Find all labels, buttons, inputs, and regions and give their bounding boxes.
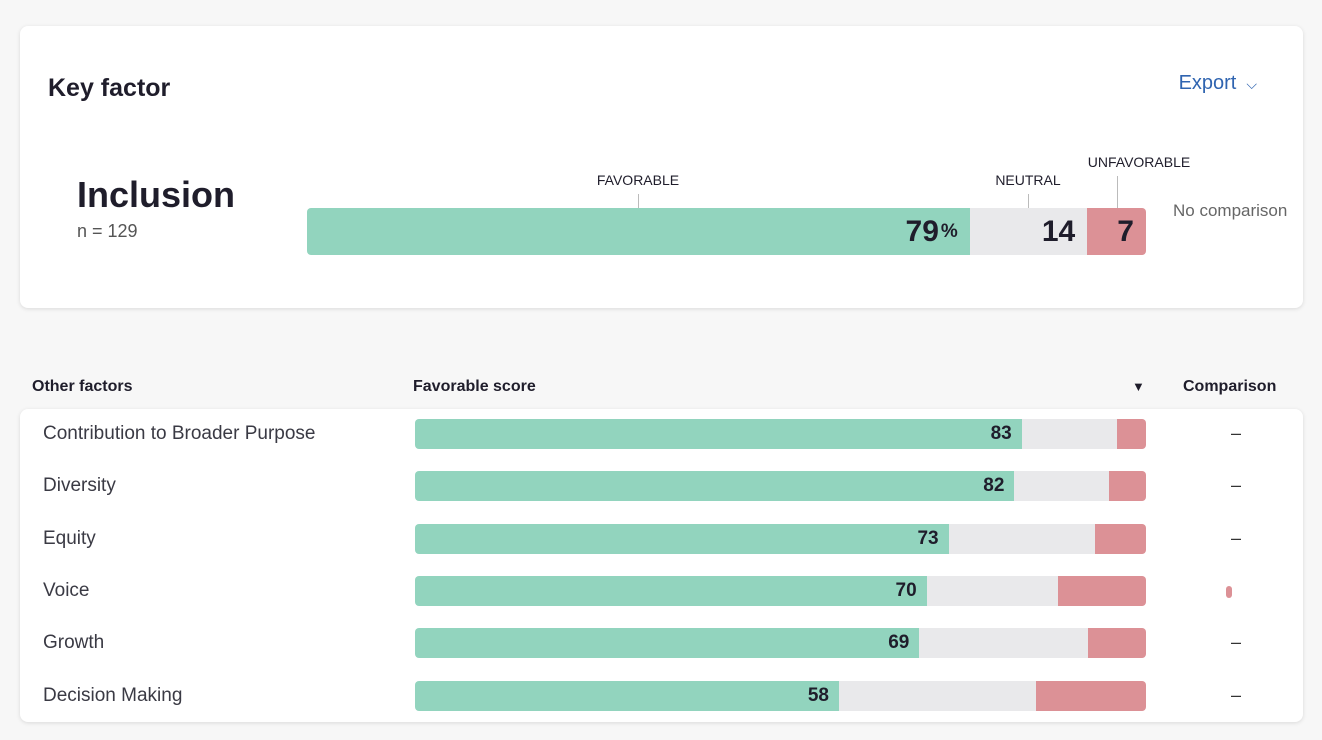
score-bar: 73	[415, 523, 1146, 554]
comparison-value: –	[1231, 684, 1242, 705]
favorable-segment: 58	[415, 680, 839, 711]
favorable-segment: 69	[415, 628, 920, 659]
factor-name: Decision Making	[43, 684, 183, 706]
neutral-segment	[1021, 419, 1117, 449]
unfavorable-segment: 7	[1087, 208, 1146, 255]
favorable-segment: 83	[415, 419, 1022, 449]
table-row[interactable]: Diversity 82 –	[20, 461, 1303, 513]
neutral-segment	[926, 575, 1059, 606]
factor-name: Diversity	[43, 475, 116, 497]
score-bar: 82	[415, 471, 1146, 502]
unfavorable-tick	[1117, 176, 1118, 208]
favorable-value: 79	[905, 214, 939, 248]
neutral-segment	[838, 680, 1037, 711]
key-factor-bar: 79% 14 7	[307, 208, 1146, 255]
unfavorable-segment	[1109, 471, 1146, 502]
key-factor-card: Key factor Export ⌵ Inclusion n = 129 FAV…	[20, 26, 1303, 308]
favorable-value: 83	[990, 423, 1012, 444]
table-row[interactable]: Growth 69 –	[20, 618, 1303, 670]
unfavorable-segment	[1094, 523, 1146, 554]
neutral-segment	[919, 628, 1088, 659]
neutral-label: NEUTRAL	[995, 172, 1061, 188]
favorable-tick	[638, 194, 639, 208]
factor-name: Growth	[43, 632, 105, 654]
comparison-value: –	[1231, 632, 1242, 653]
export-label: Export	[1178, 72, 1237, 94]
unfavorable-label: UNFAVORABLE	[1087, 154, 1191, 170]
neutral-value: 14	[1041, 214, 1076, 248]
factor-name: Inclusion	[77, 174, 236, 215]
factors-table: Contribution to Broader Purpose 83 – Dive…	[20, 409, 1303, 722]
neutral-tick	[1028, 194, 1029, 208]
factor-name: Voice	[43, 579, 90, 601]
neutral-segment: 14	[969, 208, 1088, 255]
score-bar: 83	[415, 419, 1146, 449]
favorable-value: 73	[917, 527, 939, 549]
score-bar: 69	[415, 628, 1146, 659]
comparison-value: –	[1231, 527, 1242, 548]
header-favorable-score[interactable]: Favorable score	[413, 378, 536, 395]
table-row[interactable]: Voice 70	[20, 566, 1303, 618]
sample-size: n = 129	[77, 221, 138, 241]
favorable-segment: 82	[415, 471, 1015, 502]
unfavorable-value: 7	[1117, 214, 1134, 248]
percent-sign: %	[940, 220, 958, 242]
favorable-segment: 79%	[307, 208, 970, 255]
unfavorable-segment	[1058, 575, 1146, 606]
unfavorable-segment	[1036, 680, 1146, 711]
header-other-factors: Other factors	[32, 378, 133, 395]
comparison-value: –	[1231, 423, 1242, 443]
factor-name: Contribution to Broader Purpose	[43, 423, 316, 444]
favorable-label: FAVORABLE	[596, 172, 680, 188]
chevron-down-icon: ⌵	[1246, 76, 1257, 92]
favorable-value: 58	[807, 684, 829, 706]
favorable-segment: 73	[415, 523, 949, 554]
comparison-value: –	[1231, 475, 1242, 496]
favorable-segment: 70	[415, 575, 927, 606]
favorable-value: 69	[888, 632, 910, 654]
no-comparison-text: No comparison	[1173, 201, 1288, 220]
favorable-value: 70	[895, 579, 917, 601]
unfavorable-segment	[1087, 628, 1146, 659]
score-bar: 58	[415, 680, 1146, 711]
score-bar: 70	[415, 575, 1146, 606]
unfavorable-segment	[1116, 419, 1146, 449]
table-row[interactable]: Decision Making 58 –	[20, 671, 1303, 723]
comparison-indicator	[1226, 585, 1232, 598]
neutral-segment	[1014, 471, 1110, 502]
table-row[interactable]: Contribution to Broader Purpose 83 –	[20, 409, 1303, 461]
card-title: Key factor	[48, 74, 171, 102]
table-row[interactable]: Equity 73 –	[20, 514, 1303, 566]
factor-name: Equity	[43, 527, 96, 549]
export-button[interactable]: Export ⌵	[1179, 72, 1257, 95]
sort-down-icon[interactable]: ▼	[1132, 379, 1145, 394]
favorable-value: 82	[983, 475, 1005, 497]
header-comparison: Comparison	[1183, 378, 1277, 395]
neutral-segment	[948, 523, 1095, 554]
